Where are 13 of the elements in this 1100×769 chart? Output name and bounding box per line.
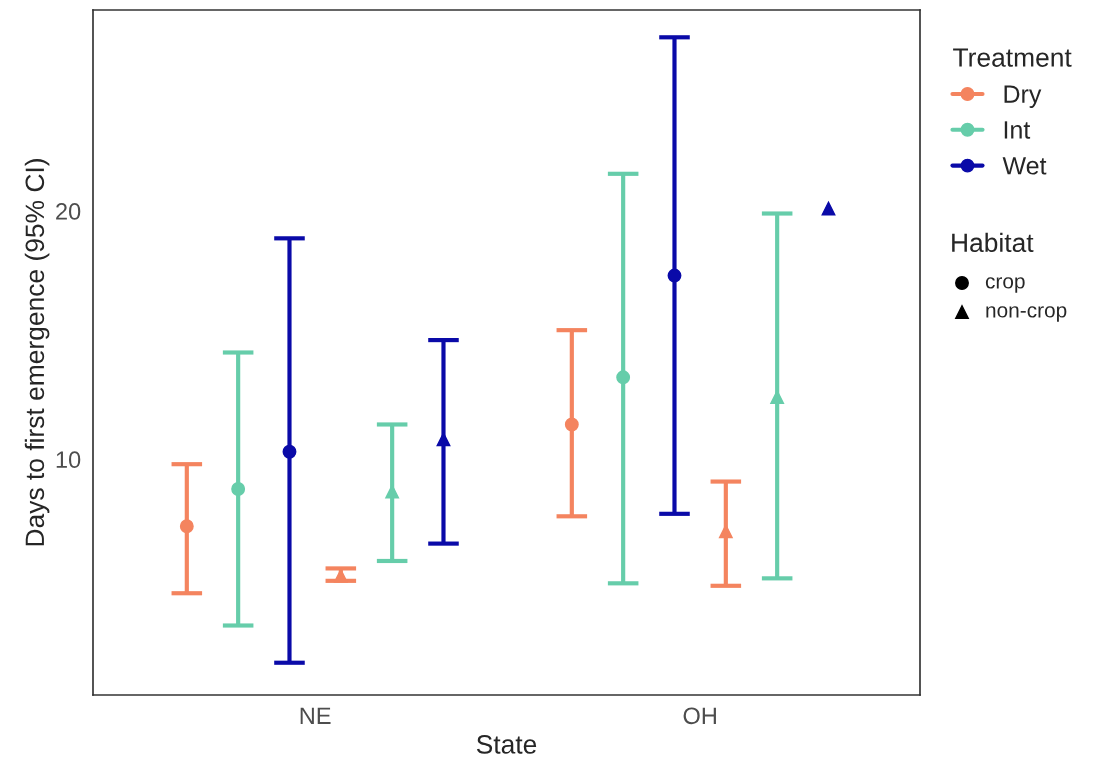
x-axis-title: State — [476, 735, 537, 754]
legend-title: Treatment — [953, 48, 1072, 67]
legend-label: Int — [1004, 121, 1031, 139]
y-tick-label: 10 — [56, 451, 81, 469]
legend-label: Dry — [1004, 85, 1042, 108]
x-tick-label: OH — [683, 707, 716, 725]
text: non-crop — [986, 306, 1067, 322]
y-tick-label: 20 — [56, 203, 81, 220]
legend-label: Wet — [1002, 157, 1047, 175]
text: Habitat — [952, 232, 1034, 253]
y-axis-title: Days to first emergence (95% CI) — [24, 159, 50, 546]
text: crop — [985, 277, 1025, 293]
x-tick-label: NE — [300, 707, 331, 724]
